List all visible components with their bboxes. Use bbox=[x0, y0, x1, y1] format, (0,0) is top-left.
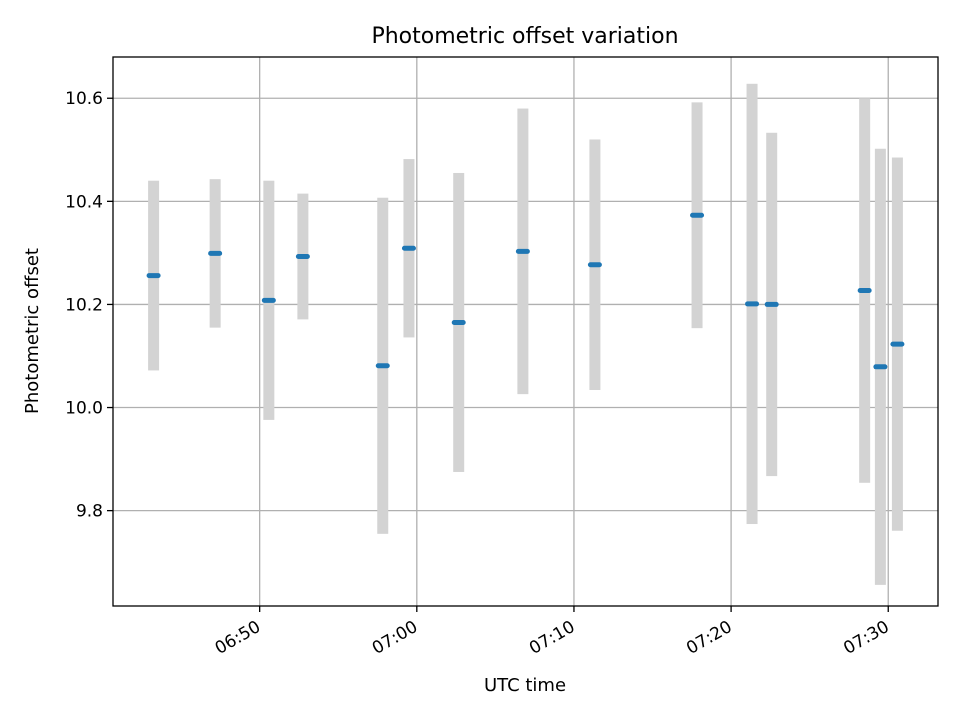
y-tick-label: 9.8 bbox=[76, 502, 103, 522]
y-axis-label: Photometric offset bbox=[22, 248, 43, 414]
plot-frame bbox=[112, 56, 939, 607]
x-axis-label: UTC time bbox=[484, 675, 566, 696]
y-tick-label: 10.2 bbox=[65, 295, 103, 315]
y-tick-label: 10.0 bbox=[65, 399, 103, 419]
data-layer bbox=[146, 83, 905, 585]
chart-title: Photometric offset variation bbox=[371, 24, 678, 49]
y-tick-label: 10.6 bbox=[65, 89, 103, 109]
y-tick-label: 10.4 bbox=[65, 192, 103, 212]
tick-marks bbox=[107, 97, 889, 612]
